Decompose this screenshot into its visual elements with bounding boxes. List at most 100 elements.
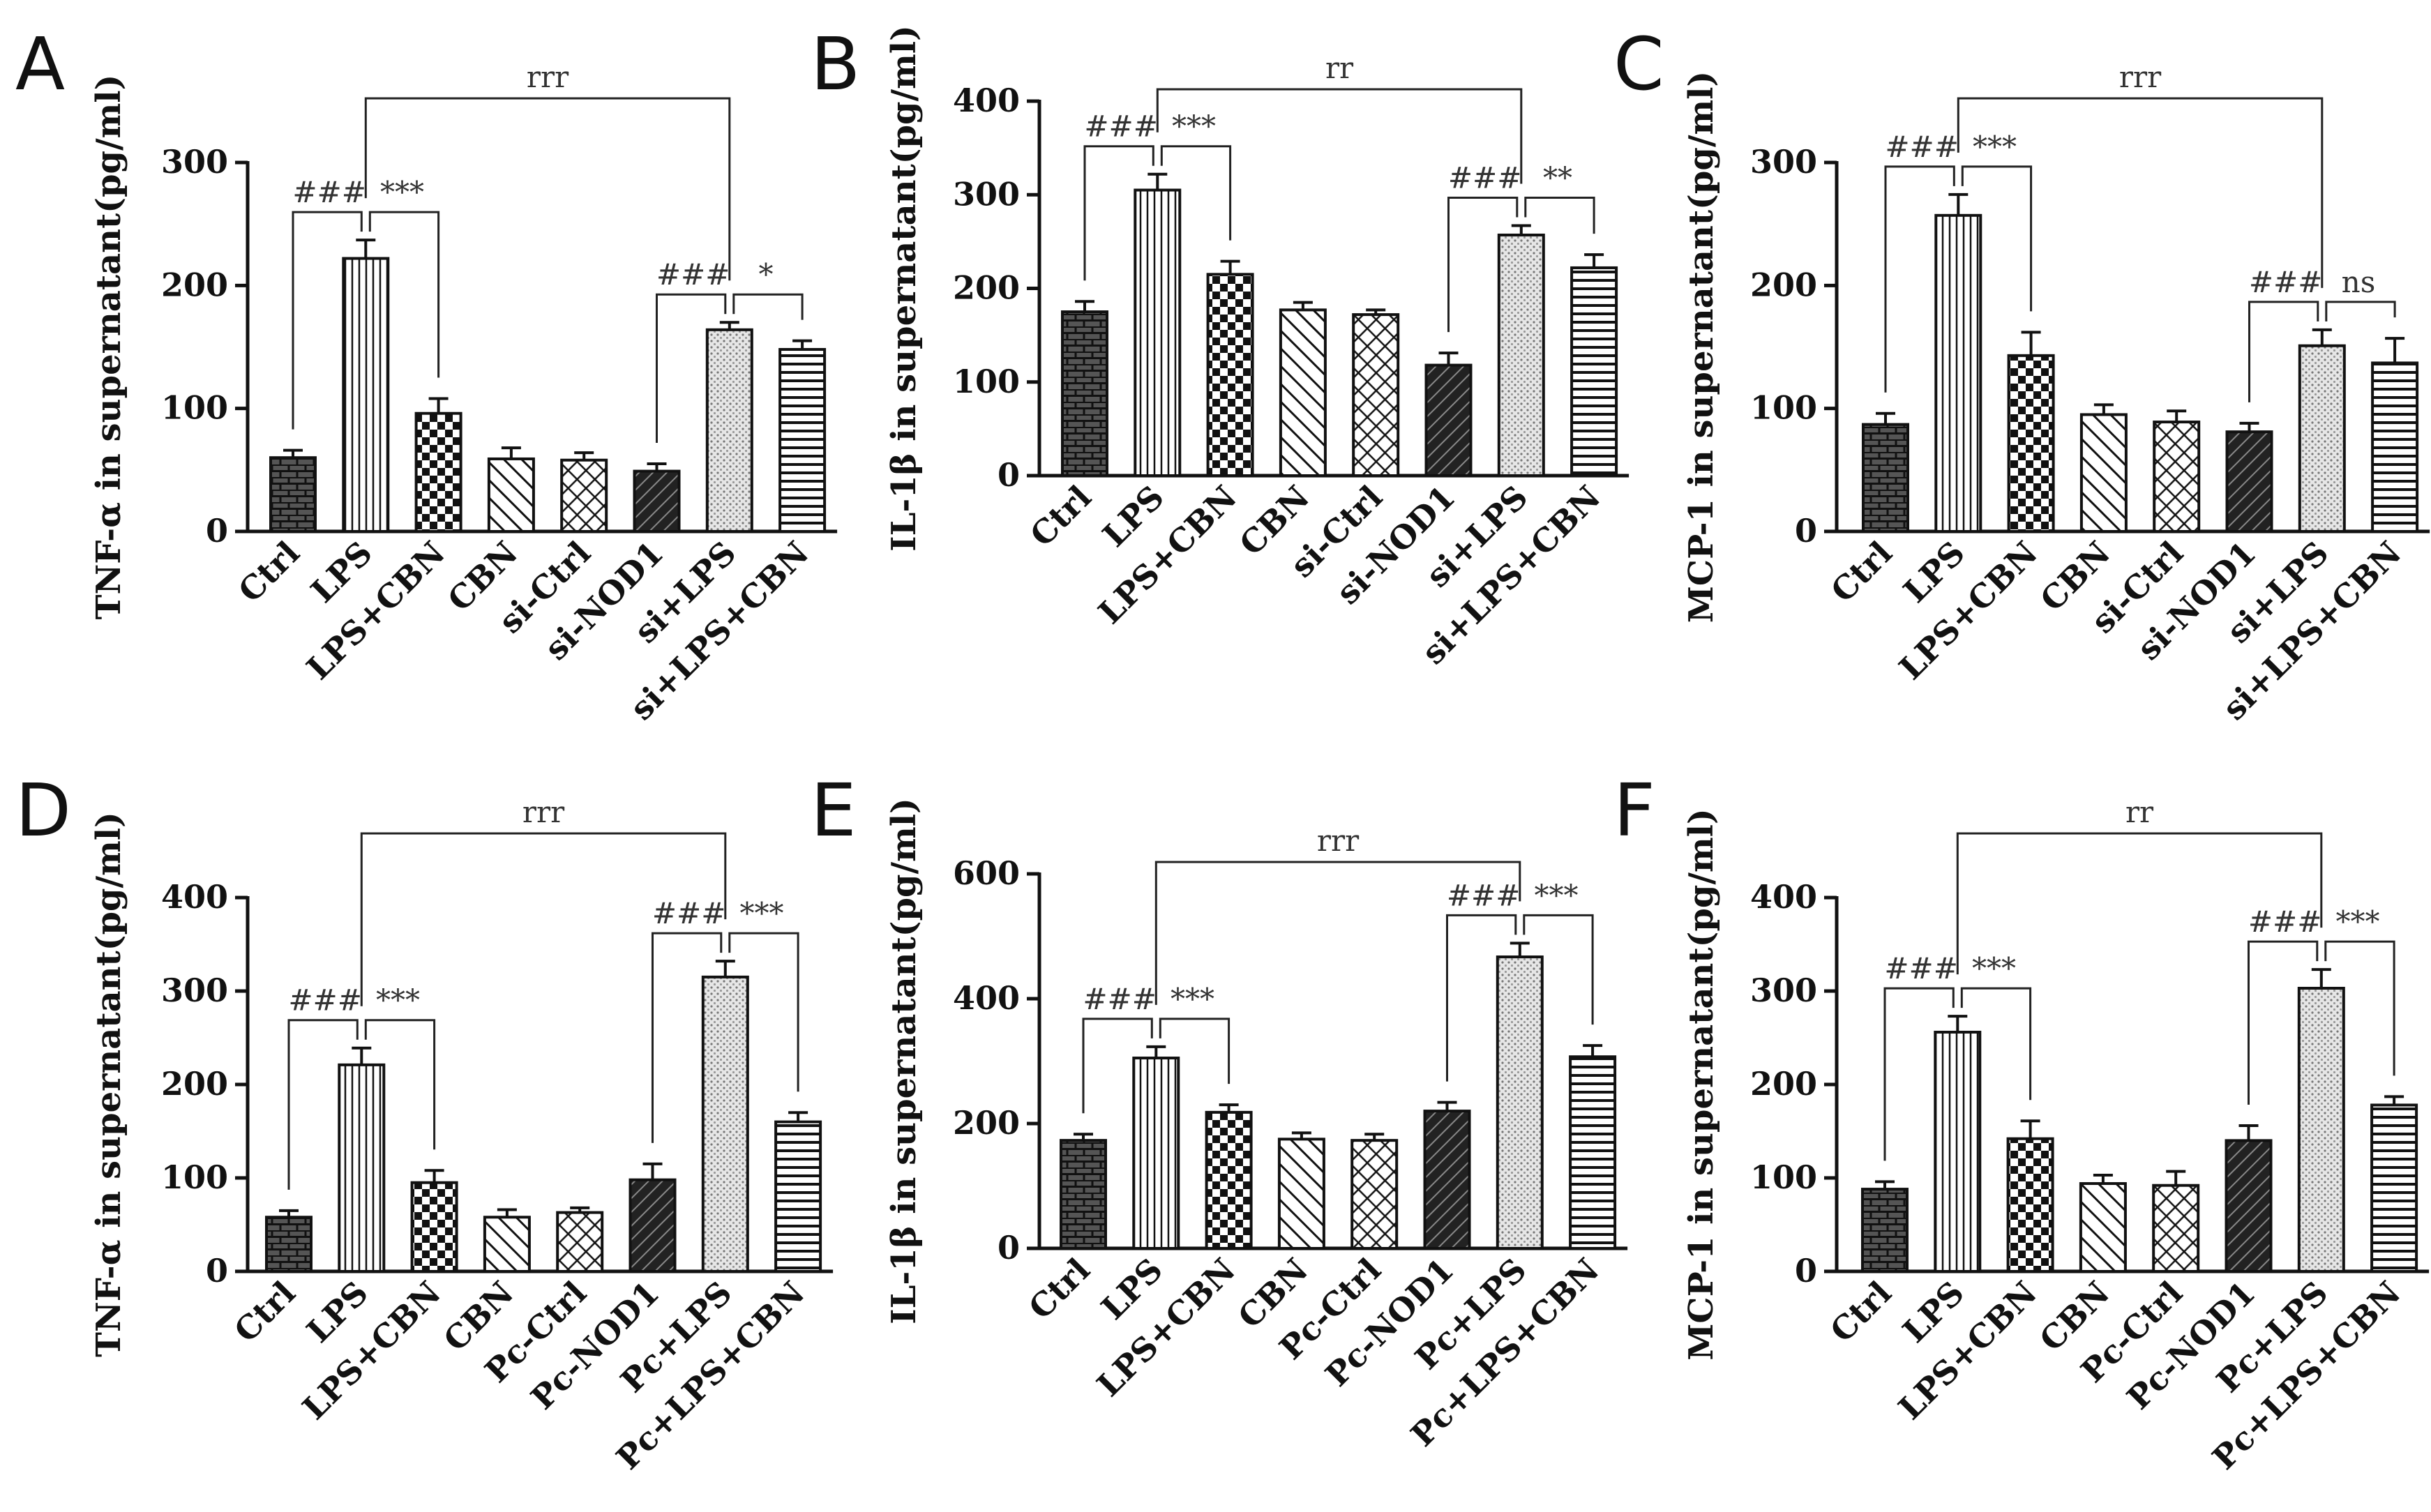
significance-bracket [292, 211, 363, 430]
panel-letter: B [811, 22, 860, 107]
bar-si-ctrl [1352, 313, 1400, 477]
significance-bracket [1956, 832, 2323, 975]
significance-bracket [1523, 914, 1594, 1025]
bar-cbn [483, 1216, 531, 1273]
error-bar [352, 1046, 372, 1065]
significance-bracket [1447, 197, 1519, 333]
error-bar [570, 1206, 590, 1213]
error-bar [647, 462, 667, 471]
bar-si-lps [2298, 344, 2346, 533]
significance-label: ns [2342, 265, 2376, 299]
significance-bracket [2248, 301, 2319, 402]
bar-ctrl [269, 456, 317, 534]
significance-label: ### [2248, 905, 2322, 939]
error-bar [1876, 411, 1895, 425]
error-bar [2093, 403, 2114, 415]
panel-letter: C [1613, 22, 1664, 107]
y-tick-label: 200 [161, 266, 228, 303]
significance-label: ### [288, 983, 362, 1018]
y-tick-label: 400 [953, 82, 1020, 119]
error-bar [2239, 421, 2259, 432]
error-bar [1437, 1101, 1457, 1112]
y-tick-label: 100 [161, 389, 228, 427]
bar-cbn [2079, 413, 2128, 533]
significance-bracket [1960, 987, 2032, 1101]
bar-pc-lps [1496, 955, 1544, 1250]
error-bar [424, 1169, 444, 1183]
y-tick-label: 400 [953, 979, 1020, 1017]
error-bar [1074, 1133, 1093, 1141]
error-bar [1875, 1180, 1895, 1190]
significance-label: rr [1325, 51, 1354, 85]
y-tick-label: 200 [161, 1065, 228, 1103]
category-label: Ctrl [1823, 1274, 1899, 1350]
error-bar [1948, 1015, 1968, 1032]
bar-cbn [487, 457, 535, 533]
error-bar [1364, 1133, 1385, 1141]
panel-letter: E [811, 768, 857, 853]
bar-pc-nod1 [1423, 1110, 1471, 1250]
y-axis-label: TNF-α in supernatant(pg/ml) [89, 75, 128, 620]
error-bar [428, 397, 449, 414]
error-bar [1291, 1131, 1311, 1140]
bar-ctrl [1061, 310, 1108, 477]
error-bar [1293, 301, 1313, 310]
significance-label: ### [1885, 130, 1959, 164]
significance-label: *** [1973, 130, 2017, 164]
chart-panel-c: C MCP-1 in supernatant(pg/ml) 0 100 200 300 Ct… [1613, 22, 2430, 727]
bar-si-lps-cbn [778, 348, 827, 533]
y-tick-label: 400 [161, 878, 228, 916]
error-bar [715, 960, 735, 977]
error-bar [574, 451, 594, 460]
error-bar [792, 339, 813, 350]
bar-pc-nod1 [2225, 1139, 2273, 1273]
error-bar [2384, 1095, 2404, 1105]
bar-pc-lps [2297, 986, 2345, 1273]
bar-ctrl [1862, 423, 1909, 534]
significance-bracket [2325, 301, 2396, 322]
significance-bracket [1082, 1018, 1153, 1114]
bar-si-nod1 [633, 469, 681, 534]
error-bar [2238, 1124, 2259, 1141]
significance-label: ### [652, 896, 726, 930]
bar-si-nod1 [2225, 430, 2273, 533]
chart-panel-f: F MCP-1 in supernatant(pg/ml) 0 100 200 300 40… [1613, 768, 2430, 1476]
category-label: Ctrl [1023, 478, 1099, 554]
error-bar [2021, 331, 2041, 356]
significance-label: ### [1884, 951, 1958, 985]
y-tick-label: 300 [1750, 143, 1817, 181]
significance-bracket [287, 1019, 359, 1190]
error-bar [642, 1162, 663, 1180]
y-tick-label: 300 [161, 972, 228, 1009]
significance-label: *** [1171, 982, 1214, 1016]
bar-lps-cbn [1205, 1110, 1253, 1250]
error-bar [1147, 172, 1168, 190]
bar-pc-lps-cbn [774, 1120, 822, 1273]
significance-label: rrr [1317, 824, 1360, 858]
y-tick-label: 0 [206, 1252, 228, 1290]
error-bar [2167, 409, 2187, 423]
bar-si-nod1 [1424, 363, 1473, 478]
significance-bracket [1156, 88, 1523, 184]
bar-si-lps-cbn [1570, 266, 1618, 477]
bar-ctrl [1060, 1139, 1107, 1250]
y-tick-label: 0 [998, 456, 1020, 494]
bar-pc-lps-cbn [1569, 1055, 1617, 1250]
error-bar [1948, 192, 1969, 216]
bar-cbn [2079, 1182, 2127, 1273]
bar-si-lps-cbn [2371, 361, 2419, 533]
significance-bracket [1159, 1018, 1230, 1084]
error-bar [1584, 253, 1604, 268]
error-bar [2385, 337, 2405, 363]
error-bar [2020, 1119, 2040, 1139]
error-bar [788, 1111, 808, 1122]
significance-label: *** [380, 175, 424, 209]
panel-letter: F [1613, 768, 1655, 853]
bar-cbn [1279, 308, 1327, 477]
error-bar [2312, 328, 2332, 346]
significance-label: rr [2125, 795, 2154, 829]
y-tick-label: 100 [1750, 389, 1817, 427]
error-bar [719, 321, 739, 330]
bar-pc-ctrl [556, 1211, 604, 1273]
y-tick-label: 400 [1750, 878, 1817, 916]
